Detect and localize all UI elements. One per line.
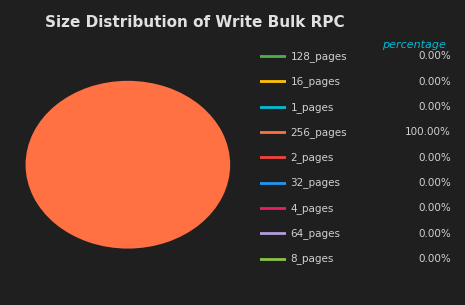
Text: Size Distribution of Write Bulk RPC: Size Distribution of Write Bulk RPC <box>46 15 345 30</box>
Text: 256_pages: 256_pages <box>291 127 347 138</box>
Text: 128_pages: 128_pages <box>291 51 347 62</box>
Text: 0.00%: 0.00% <box>418 254 451 264</box>
Text: 2_pages: 2_pages <box>291 152 334 163</box>
Text: 0.00%: 0.00% <box>418 178 451 188</box>
Text: 4_pages: 4_pages <box>291 203 334 214</box>
Text: 16_pages: 16_pages <box>291 76 341 87</box>
Text: 0.00%: 0.00% <box>418 153 451 163</box>
Text: 0.00%: 0.00% <box>418 203 451 213</box>
Text: 0.00%: 0.00% <box>418 52 451 61</box>
Text: 0.00%: 0.00% <box>418 229 451 239</box>
Text: 64_pages: 64_pages <box>291 228 341 239</box>
Wedge shape <box>26 81 230 249</box>
Text: 100.00%: 100.00% <box>405 127 451 137</box>
Text: percentage: percentage <box>383 40 446 50</box>
Text: 0.00%: 0.00% <box>418 77 451 87</box>
Text: 0.00%: 0.00% <box>418 102 451 112</box>
Text: 8_pages: 8_pages <box>291 253 334 264</box>
Text: 1_pages: 1_pages <box>291 102 334 113</box>
Text: 32_pages: 32_pages <box>291 178 341 188</box>
